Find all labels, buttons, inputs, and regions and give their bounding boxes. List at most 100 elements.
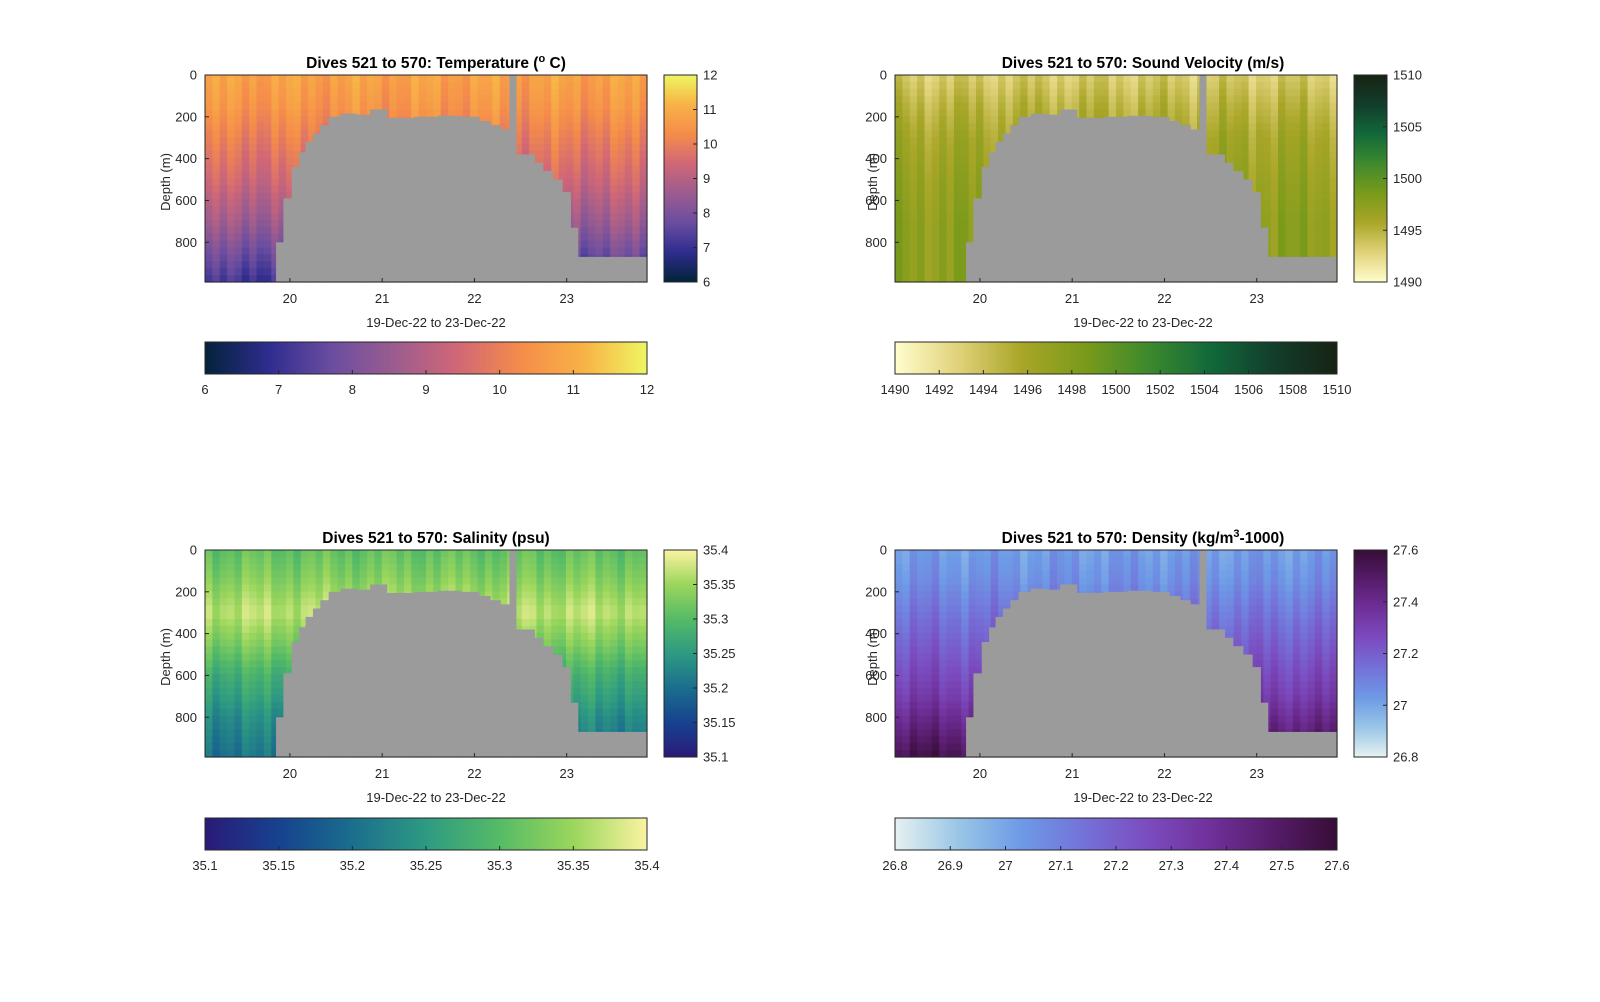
heatmap-cell bbox=[440, 95, 449, 104]
heatmap-cell bbox=[565, 130, 574, 138]
heatmap-cell bbox=[396, 88, 405, 97]
heatmap-cell bbox=[1057, 88, 1066, 97]
heatmap-cell bbox=[961, 81, 970, 90]
heatmap-cell bbox=[1241, 157, 1250, 166]
heatmap-cell bbox=[1255, 137, 1264, 145]
heatmap-cell bbox=[1189, 88, 1198, 97]
heatmap-cell bbox=[219, 598, 228, 606]
heatmap-cell bbox=[521, 116, 530, 124]
heatmap-cell bbox=[624, 144, 633, 152]
heatmap-cell bbox=[909, 130, 918, 138]
heatmap-cell bbox=[300, 116, 309, 124]
heatmap-cell bbox=[477, 95, 486, 104]
heatmap-cell bbox=[308, 123, 317, 131]
heatmap-cell bbox=[1285, 75, 1294, 83]
heatmap-cell bbox=[271, 556, 280, 565]
heatmap-cell bbox=[1278, 219, 1287, 228]
no-data-mask bbox=[1214, 154, 1225, 282]
heatmap-cell bbox=[1248, 75, 1257, 83]
heatmap-cell bbox=[322, 116, 331, 124]
heatmap-cell bbox=[924, 247, 933, 255]
heatmap-cell bbox=[1270, 247, 1279, 255]
heatmap-cell bbox=[1049, 109, 1058, 117]
colorbar-tick-label: 8 bbox=[703, 206, 710, 221]
heatmap-cell bbox=[205, 157, 213, 166]
no-data-mask bbox=[989, 152, 997, 282]
heatmap-cell bbox=[205, 688, 213, 696]
heatmap-cell bbox=[212, 612, 221, 620]
heatmap-cell bbox=[205, 612, 213, 620]
heatmap-cell bbox=[1219, 137, 1228, 145]
heatmap-cell bbox=[352, 102, 361, 111]
heatmap-cell bbox=[1226, 95, 1235, 104]
heatmap-cell bbox=[205, 584, 213, 592]
heatmap-cell bbox=[1285, 130, 1294, 138]
heatmap-cell bbox=[241, 81, 250, 90]
heatmap-cell bbox=[249, 681, 258, 689]
heatmap-cell bbox=[293, 157, 302, 166]
heatmap-cell bbox=[263, 736, 272, 744]
heatmap-cell bbox=[602, 75, 611, 83]
heatmap-cell bbox=[536, 95, 545, 104]
heatmap-cell bbox=[271, 550, 280, 558]
heatmap-cell bbox=[337, 102, 346, 111]
heatmap-cell bbox=[278, 681, 287, 689]
heatmap-cell bbox=[249, 171, 258, 180]
heatmap-cell bbox=[573, 137, 582, 145]
heatmap-cell bbox=[939, 240, 948, 249]
heatmap-cell bbox=[924, 233, 933, 242]
heatmap-cell bbox=[396, 584, 405, 592]
heatmap-cell bbox=[300, 88, 309, 97]
heatmap-cell bbox=[263, 144, 272, 152]
heatmap-cell bbox=[610, 116, 619, 124]
heatmap-cell bbox=[219, 157, 228, 166]
heatmap-cell bbox=[205, 722, 213, 730]
heatmap-cell bbox=[256, 591, 265, 599]
heatmap-cell bbox=[484, 102, 493, 111]
heatmap-cell bbox=[1314, 192, 1323, 200]
heatmap-cell bbox=[976, 95, 984, 104]
heatmap-cell bbox=[293, 570, 302, 579]
heatmap-cell bbox=[543, 109, 552, 117]
heatmap-cell bbox=[440, 109, 449, 117]
heatmap-cell bbox=[234, 563, 243, 572]
heatmap-cell bbox=[543, 95, 552, 104]
heatmap-cell bbox=[293, 137, 302, 145]
no-data-mask bbox=[981, 167, 990, 282]
heatmap-cell bbox=[271, 144, 280, 152]
heatmap-cell bbox=[234, 116, 243, 124]
heatmap-cell bbox=[219, 550, 228, 558]
heatmap-cell bbox=[470, 75, 479, 83]
heatmap-cell bbox=[322, 88, 331, 97]
heatmap-cell bbox=[477, 109, 486, 117]
heatmap-cell bbox=[381, 81, 390, 90]
heatmap-cell bbox=[1270, 102, 1279, 111]
heatmap-cell bbox=[917, 171, 926, 180]
heatmap-cell bbox=[924, 213, 933, 221]
heatmap-cell bbox=[278, 178, 287, 186]
heatmap-cell bbox=[462, 570, 471, 579]
heatmap-cell bbox=[1233, 81, 1242, 90]
heatmap-cell bbox=[249, 150, 258, 159]
heatmap-cell bbox=[1005, 116, 1014, 124]
heatmap-cell bbox=[1226, 123, 1235, 131]
heatmap-cell bbox=[990, 137, 999, 145]
heatmap-cell bbox=[610, 144, 619, 152]
heatmap-cell bbox=[931, 178, 940, 186]
heatmap-cell bbox=[961, 164, 970, 173]
heatmap-cell bbox=[263, 619, 272, 627]
heatmap-cell bbox=[249, 556, 258, 565]
heatmap-cell bbox=[1292, 164, 1301, 173]
heatmap-cell bbox=[227, 550, 236, 558]
heatmap-cell bbox=[433, 75, 442, 83]
heatmap-cell bbox=[234, 81, 243, 90]
heatmap-cell bbox=[909, 81, 918, 90]
y-tick-label: 0 bbox=[880, 68, 887, 83]
heatmap-cell bbox=[227, 116, 236, 124]
heatmap-cell bbox=[1307, 81, 1316, 90]
heatmap-cell bbox=[300, 137, 309, 145]
heatmap-cell bbox=[286, 171, 294, 180]
heatmap-cell bbox=[234, 247, 243, 255]
heatmap-cell bbox=[219, 164, 228, 173]
heatmap-cell bbox=[902, 102, 911, 111]
